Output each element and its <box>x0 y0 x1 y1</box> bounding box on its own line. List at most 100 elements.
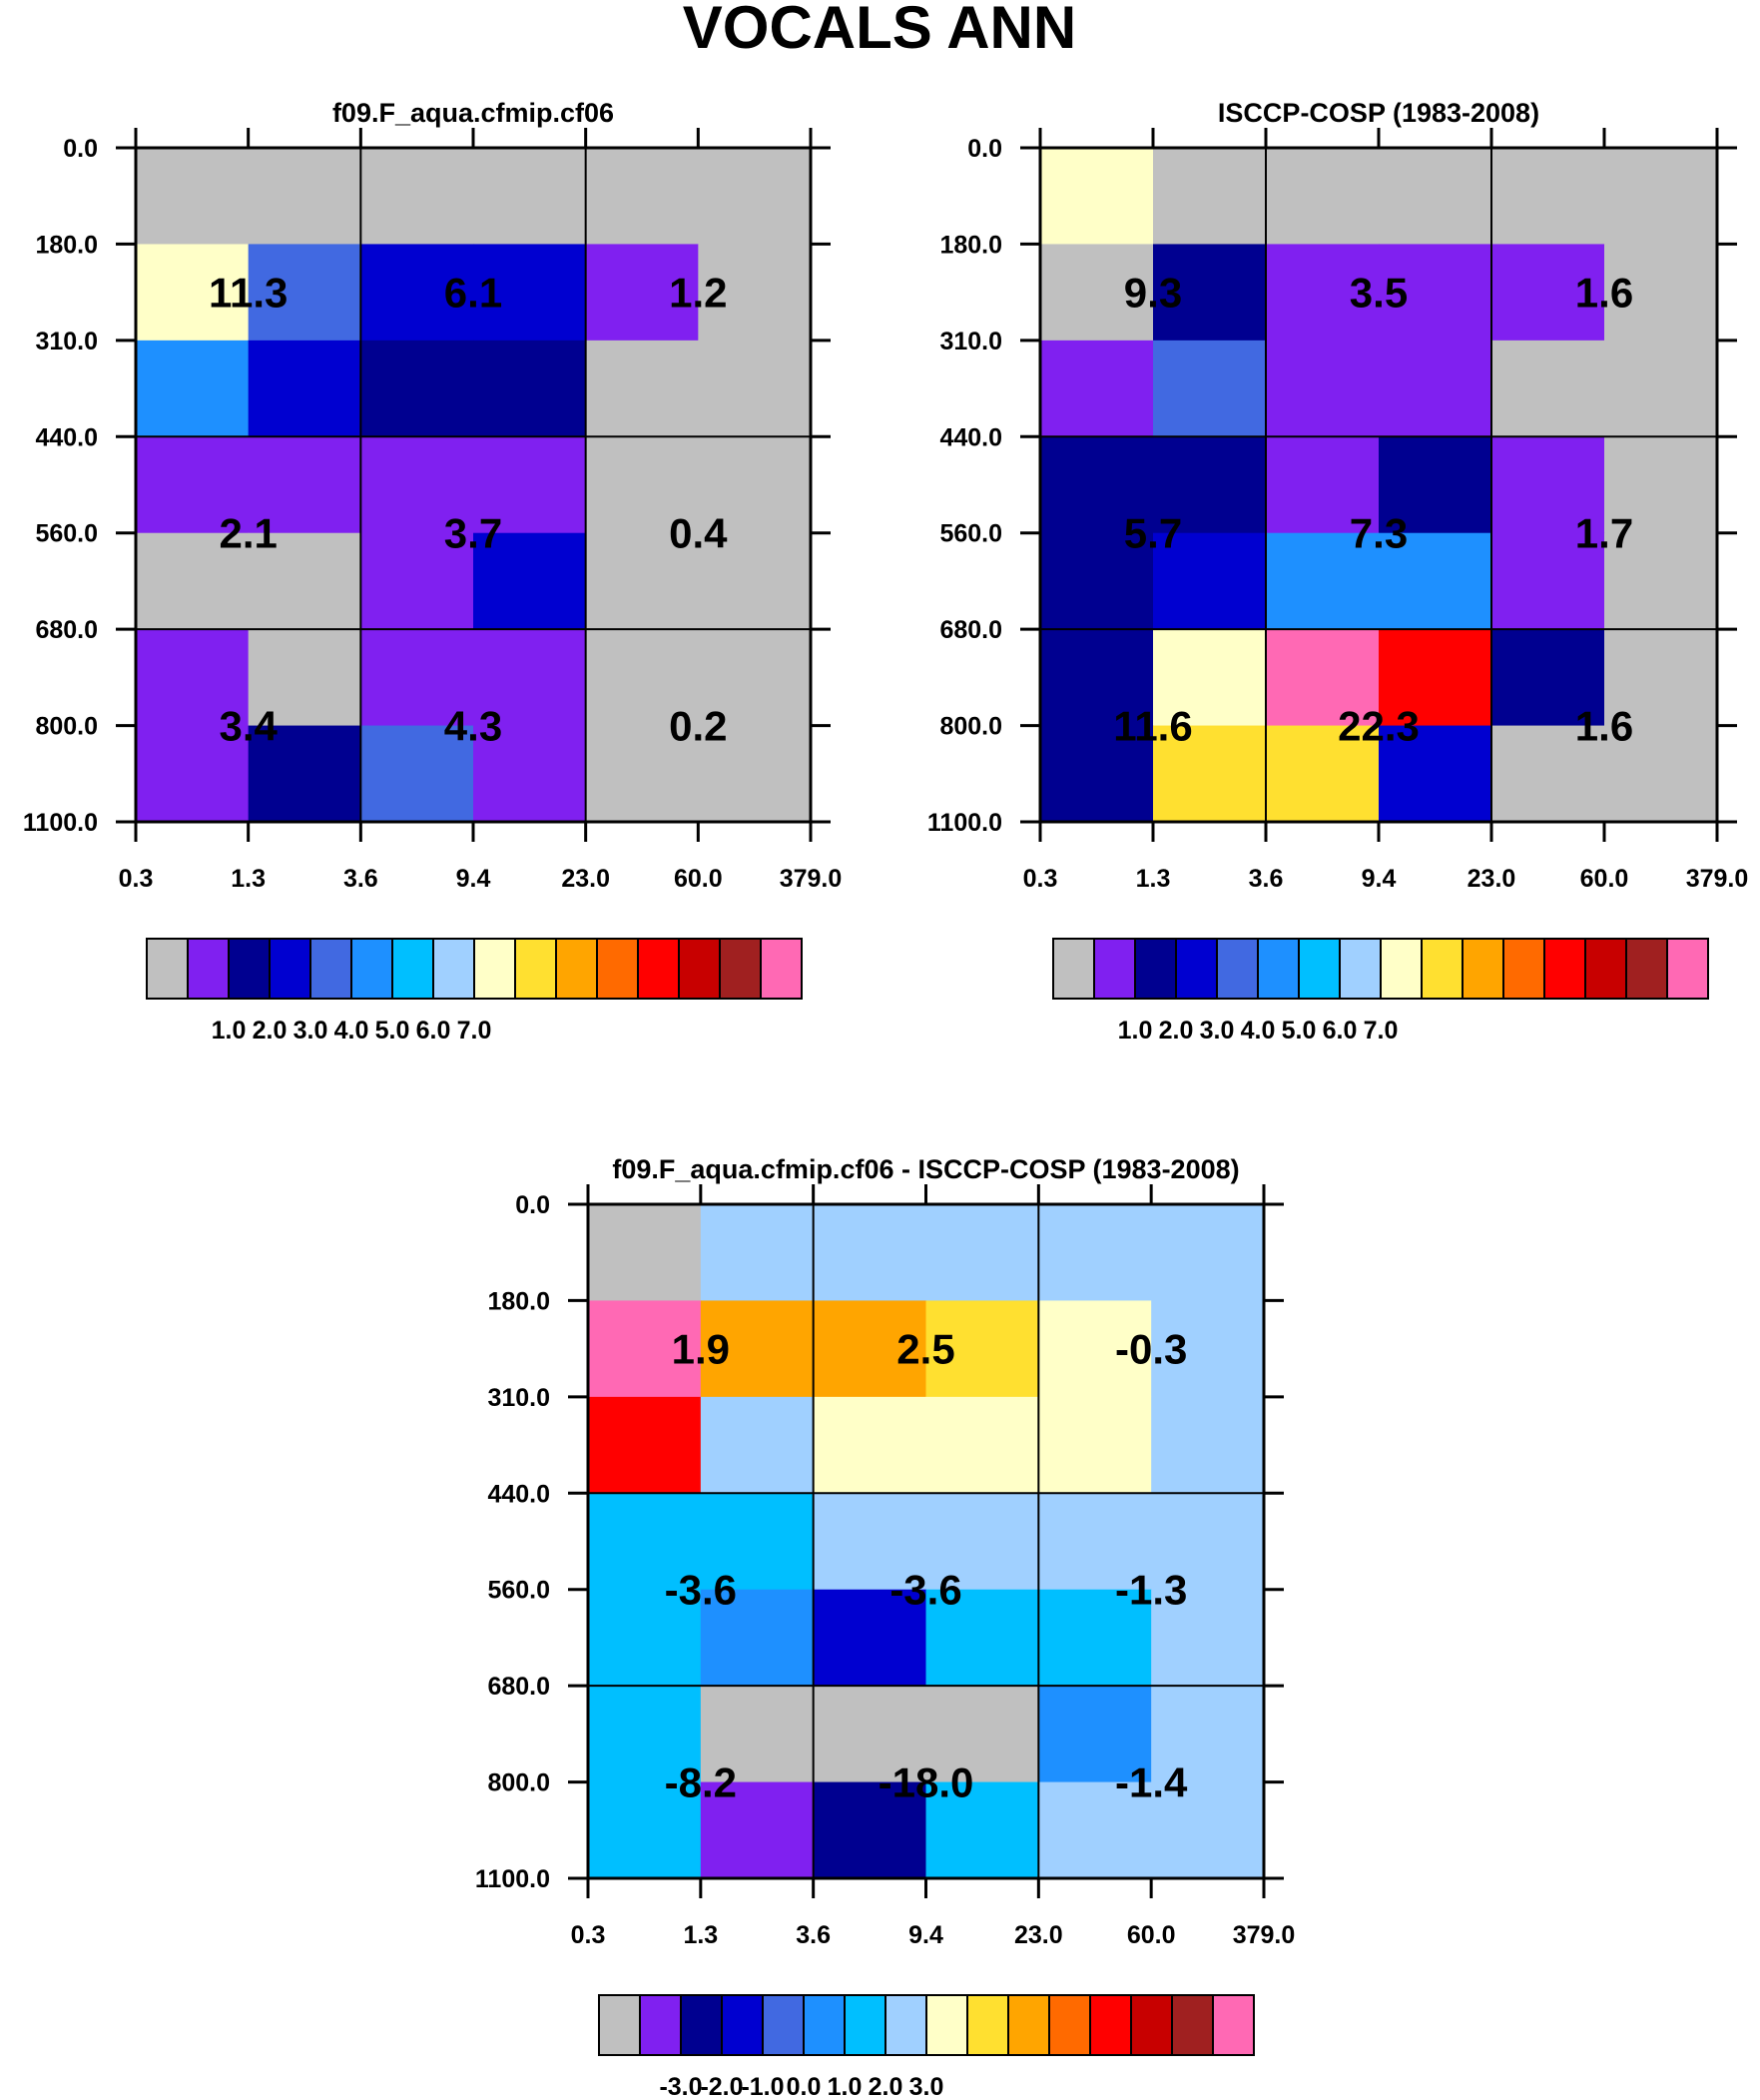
y-tick-label: 440.0 <box>487 1480 550 1508</box>
colorbar-swatch <box>1007 1994 1050 2056</box>
colorbar-swatch <box>719 938 762 1000</box>
colorbar-swatch <box>1093 938 1136 1000</box>
block-total-label: 0.2 <box>669 703 727 750</box>
heatmap-cell <box>585 244 699 342</box>
y-tick-label: 1100.0 <box>927 809 1002 837</box>
heatmap-cell <box>1379 436 1492 534</box>
heatmap-cell <box>360 148 474 246</box>
block-total-label: 1.9 <box>672 1326 730 1373</box>
colorbar-label: 2.0 <box>869 2073 903 2100</box>
heatmap-cell <box>248 532 361 630</box>
heatmap-cell <box>1491 725 1605 823</box>
colorbar-swatch <box>1625 938 1668 1000</box>
heatmap-cell <box>700 1300 815 1398</box>
colorbar-label: 5.0 <box>1282 1017 1317 1045</box>
heatmap-cell <box>698 436 812 534</box>
heatmap-cell <box>585 532 699 630</box>
heatmap-cell <box>248 340 361 437</box>
block-total-label: 2.1 <box>219 510 277 557</box>
heatmap-cell <box>1266 532 1380 630</box>
heatmap-cell <box>136 244 250 342</box>
colorbar-label: 2.0 <box>253 1017 288 1045</box>
block-total-label: -1.4 <box>1115 1759 1188 1806</box>
x-tick-label: 1.3 <box>683 1921 718 1949</box>
y-tick-label: 180.0 <box>939 231 1002 259</box>
heatmap-cell <box>1038 1686 1152 1783</box>
heatmap-cell <box>1151 1300 1265 1398</box>
x-tick-label: 9.4 <box>456 865 491 893</box>
colorbar-label: 7.0 <box>1364 1017 1399 1045</box>
heatmap-cell <box>698 532 812 630</box>
heatmap-cell <box>588 1300 702 1398</box>
heatmap-cell <box>1379 244 1492 342</box>
x-tick-label: 60.0 <box>674 865 723 893</box>
heatmap-cell <box>1266 340 1380 437</box>
x-tick-label: 1.3 <box>231 865 266 893</box>
heatmap-cell <box>136 148 250 246</box>
heatmap-cell <box>1604 340 1718 437</box>
y-tick-label: 310.0 <box>939 328 1002 355</box>
colorbar-swatch <box>1502 938 1545 1000</box>
panel-title: f09.F_aqua.cfmip.cf06 <box>332 98 614 128</box>
heatmap-cell <box>585 629 699 727</box>
colorbar-swatch <box>925 1994 968 2056</box>
heatmap-cell <box>1151 1396 1265 1494</box>
heatmap-cell <box>473 436 587 534</box>
heatmap-cell <box>1040 532 1154 630</box>
heatmap-cell <box>925 1396 1039 1494</box>
colorbar-label: 4.0 <box>1241 1017 1276 1045</box>
block-total-label: 1.7 <box>1575 510 1633 557</box>
heatmap-cell <box>473 340 587 437</box>
colorbar-label: 3.0 <box>293 1017 328 1045</box>
block-total-label: 2.5 <box>896 1326 954 1373</box>
block-total-label: -3.6 <box>665 1567 737 1614</box>
heatmap-cell <box>698 340 812 437</box>
heatmap-cell <box>1153 725 1267 823</box>
colorbar-swatch <box>966 1994 1009 2056</box>
heatmap-cell <box>700 1686 815 1783</box>
colorbar-swatch <box>350 938 393 1000</box>
heatmap-cell <box>1153 244 1267 342</box>
heatmap-cell <box>360 629 474 727</box>
heatmap-cell <box>248 148 361 246</box>
heatmap-cell <box>700 1493 815 1591</box>
y-tick-label: 440.0 <box>35 423 98 451</box>
block-total-label: 22.3 <box>1338 703 1420 750</box>
panel-title: ISCCP-COSP (1983-2008) <box>1218 98 1539 128</box>
colorbar: 1.0 2.0 3.0 4.0 5.0 6.0 7.0 <box>146 938 803 1045</box>
heatmap-cell <box>588 1589 702 1687</box>
heatmap-cell <box>473 244 587 342</box>
colorbar-swatch <box>1339 938 1382 1000</box>
heatmap-cell <box>1040 436 1154 534</box>
x-tick-label: 3.6 <box>343 865 378 893</box>
colorbar-swatch <box>391 938 434 1000</box>
colorbar-label: 0.0 <box>787 2073 822 2100</box>
colorbar-swatch <box>884 1994 927 2056</box>
heatmap-cell <box>1266 436 1380 534</box>
y-tick-label: 0.0 <box>967 135 1002 163</box>
colorbar-swatch <box>1052 938 1095 1000</box>
heatmap-cell <box>585 725 699 823</box>
colorbar-swatch <box>1584 938 1627 1000</box>
heatmap-cell <box>925 1686 1039 1783</box>
heatmap-cell <box>1153 436 1267 534</box>
block-total-label: -1.3 <box>1115 1567 1187 1614</box>
colorbar-swatch <box>1380 938 1423 1000</box>
colorbar-swatch <box>269 938 311 1000</box>
heatmap-cell <box>1040 244 1154 342</box>
y-tick-label: 800.0 <box>487 1769 550 1797</box>
colorbar-label: 7.0 <box>457 1017 492 1045</box>
heatmap-cell <box>585 148 699 246</box>
panel-title: f09.F_aqua.cfmip.cf06 - ISCCP-COSP (1983… <box>612 1154 1239 1184</box>
heatmap-cell <box>1379 629 1492 727</box>
x-tick-label: 379.0 <box>1233 1921 1296 1949</box>
heatmap-cell <box>473 629 587 727</box>
heatmap-cell <box>473 725 587 823</box>
heatmap-cell <box>813 1300 927 1398</box>
colorbar-swatch <box>844 1994 886 2056</box>
colorbar-swatch <box>1212 1994 1255 2056</box>
colorbar-swatch <box>1543 938 1586 1000</box>
heatmap-cell <box>588 1396 702 1494</box>
x-tick-label: 60.0 <box>1127 1921 1176 1949</box>
heatmap-cell <box>588 1204 702 1302</box>
